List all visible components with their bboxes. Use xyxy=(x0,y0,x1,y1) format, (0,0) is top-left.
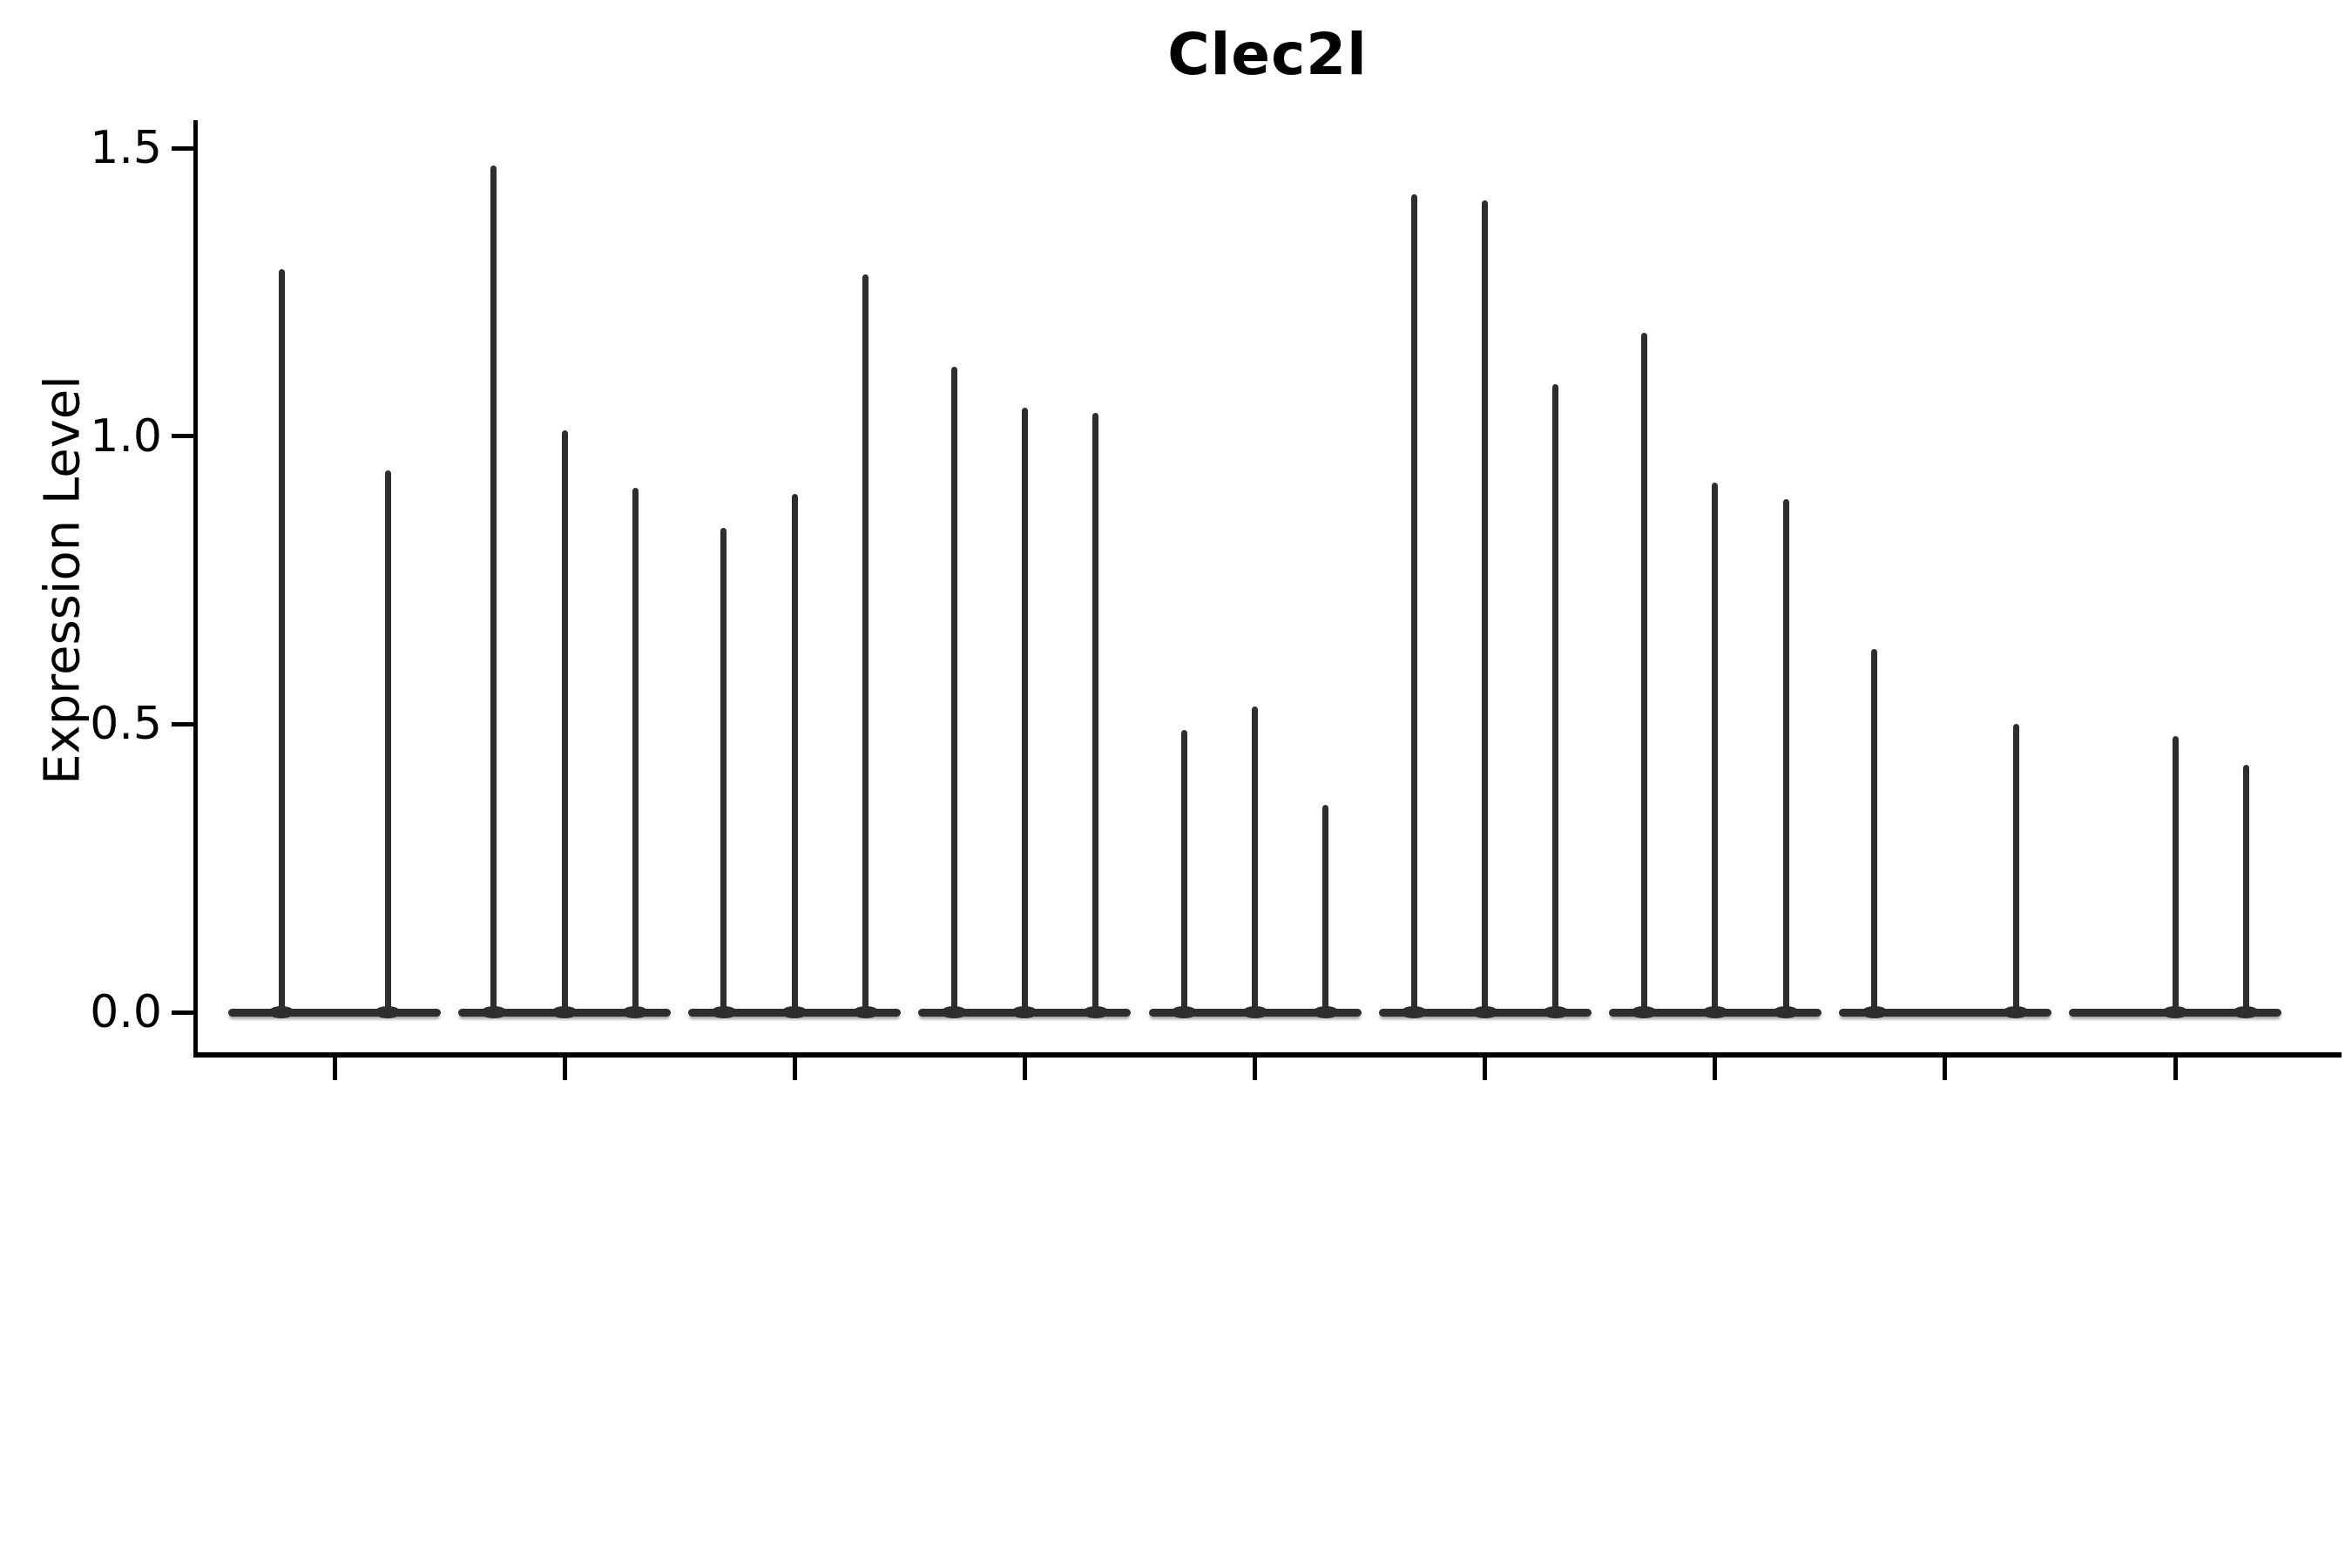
violin-baseline xyxy=(228,1008,441,1017)
x-tick-mark xyxy=(1483,1058,1488,1080)
x-tick-mark xyxy=(2173,1058,2178,1080)
violin-spike xyxy=(632,488,639,1015)
violin-spike xyxy=(1021,407,1028,1015)
x-tick-mark xyxy=(332,1058,337,1080)
x-tick-mark xyxy=(562,1058,567,1080)
x-tick-mark xyxy=(1022,1058,1027,1080)
y-tick-mark xyxy=(172,434,194,439)
y-tick-mark xyxy=(172,145,194,151)
violin-spike xyxy=(1092,413,1099,1015)
violin-baseline xyxy=(1838,1008,2051,1017)
violin-spike xyxy=(1552,384,1559,1015)
y-tick-label: 0.0 xyxy=(90,986,162,1038)
x-axis-spine xyxy=(193,1052,2342,1058)
violin-spike xyxy=(2242,764,2249,1015)
violin-spike xyxy=(791,493,798,1015)
y-axis-spine xyxy=(193,120,198,1057)
y-tick-label: 1.5 xyxy=(90,122,162,174)
violin-spike xyxy=(278,268,285,1015)
x-tick-mark xyxy=(1253,1058,1257,1080)
violin-spike xyxy=(1640,332,1647,1015)
violin-spike xyxy=(1482,199,1489,1015)
violin-spike xyxy=(1871,649,1878,1015)
chart-title: Clec2l xyxy=(1167,21,1368,88)
x-tick-mark xyxy=(1713,1058,1718,1080)
y-tick-mark xyxy=(172,721,194,727)
y-tick-label: 0.5 xyxy=(90,698,162,751)
violin-spike xyxy=(490,165,497,1015)
x-tick-mark xyxy=(792,1058,797,1080)
violin-spike xyxy=(2012,724,2019,1015)
x-tick-mark xyxy=(1943,1058,1948,1080)
y-tick-label: 1.0 xyxy=(90,409,162,463)
y-tick-mark xyxy=(172,1010,194,1015)
violin-spike xyxy=(561,430,568,1015)
violin-spike xyxy=(1252,706,1258,1015)
violin-spike xyxy=(2172,735,2179,1015)
violin-spike xyxy=(720,528,727,1015)
violin-spike xyxy=(1322,804,1329,1015)
violin-spike xyxy=(1782,499,1789,1015)
violin-spike xyxy=(950,367,957,1015)
violin-spike xyxy=(1180,729,1187,1015)
violin-spike xyxy=(1712,482,1719,1015)
violin-spike xyxy=(384,470,391,1015)
violin-spike xyxy=(862,274,869,1015)
violin-spike xyxy=(1410,193,1417,1015)
